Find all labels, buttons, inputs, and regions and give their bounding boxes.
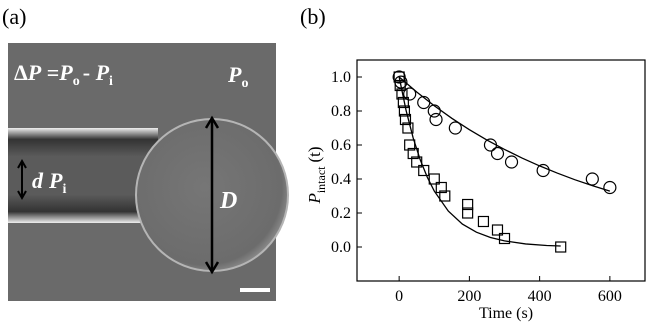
y-tick-label: 1.0 — [331, 69, 351, 86]
x-tick-label: 200 — [457, 288, 481, 305]
square-marker — [556, 242, 566, 252]
label-part: intact — [314, 166, 328, 193]
x-tick-label: 600 — [598, 288, 622, 305]
figure: (a) ΔP =Po- Pi Po D dPi (b) Time (s) Pin… — [0, 0, 662, 323]
label-part: P — [305, 193, 324, 204]
eq-part: o — [73, 74, 80, 89]
eq-part: P — [58, 60, 73, 85]
eq-part: = — [41, 60, 59, 85]
circle-marker — [428, 105, 440, 117]
label-part: P — [227, 62, 242, 87]
pipette — [8, 128, 158, 223]
y-tick-label: 0.6 — [331, 137, 351, 154]
circle-marker — [586, 173, 598, 185]
pressure-equation: ΔP =Po- Pi — [14, 60, 113, 89]
x-axis-label: Time (s) — [479, 305, 533, 322]
label-part: P — [48, 168, 63, 193]
circle-marker — [484, 139, 496, 151]
label-part: o — [241, 76, 248, 91]
eq-part: Δ — [14, 60, 28, 85]
label-part: (t) — [305, 146, 324, 162]
circle-marker — [491, 148, 503, 160]
y-tick-label: 0.0 — [331, 239, 351, 256]
diameter-label: D — [219, 188, 237, 214]
circle-marker — [537, 165, 549, 177]
label-part: d — [32, 168, 44, 193]
eq-part: - — [83, 60, 96, 85]
eq-part: P — [27, 60, 42, 85]
x-tick-label: 400 — [528, 288, 552, 305]
y-tick-label: 0.4 — [331, 171, 351, 188]
fit-line — [399, 77, 561, 246]
y-tick-label: 0.2 — [331, 205, 351, 222]
label-part: i — [62, 182, 66, 197]
y-tick-label: 0.8 — [331, 103, 351, 120]
circle-marker — [430, 114, 442, 126]
circle-marker — [506, 156, 518, 168]
circle-marker — [449, 122, 461, 134]
eq-part: P — [95, 60, 110, 85]
y-axis-label: Pintact (t) — [305, 146, 328, 204]
panel-label: (b) — [300, 4, 326, 29]
panel-label: (a) — [2, 4, 26, 29]
x-tick-label: 0 — [395, 288, 403, 305]
eq-part: i — [109, 74, 113, 89]
plot-frame — [357, 60, 645, 281]
square-marker — [478, 217, 488, 227]
circle-marker — [604, 182, 616, 194]
circle-marker — [418, 97, 430, 109]
